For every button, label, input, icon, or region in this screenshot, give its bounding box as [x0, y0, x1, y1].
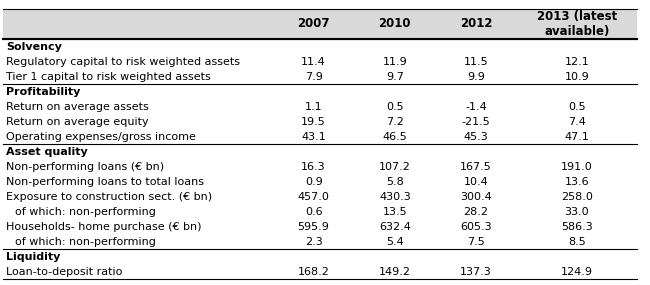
Text: 10.9: 10.9 [564, 72, 590, 82]
Text: 12.1: 12.1 [564, 57, 590, 67]
Text: 605.3: 605.3 [460, 222, 492, 232]
Text: 1.1: 1.1 [305, 102, 322, 112]
Text: 2.3: 2.3 [305, 237, 322, 247]
Text: -1.4: -1.4 [465, 102, 487, 112]
Text: 9.7: 9.7 [386, 72, 404, 82]
Text: Households- home purchase (€ bn): Households- home purchase (€ bn) [6, 222, 202, 232]
Text: 632.4: 632.4 [379, 222, 411, 232]
Text: 10.4: 10.4 [463, 177, 489, 187]
Text: 149.2: 149.2 [379, 267, 411, 277]
Text: 19.5: 19.5 [301, 117, 326, 127]
Text: 5.8: 5.8 [386, 177, 404, 187]
Text: Non-performing loans (€ bn): Non-performing loans (€ bn) [6, 162, 164, 172]
Text: 2010: 2010 [378, 17, 411, 30]
Text: 258.0: 258.0 [561, 192, 593, 202]
Text: 13.5: 13.5 [383, 207, 407, 217]
Text: 457.0: 457.0 [298, 192, 330, 202]
Text: 9.9: 9.9 [467, 72, 485, 82]
Text: 13.6: 13.6 [565, 177, 589, 187]
Text: 0.5: 0.5 [386, 102, 404, 112]
Text: 2013 (latest
available): 2013 (latest available) [537, 10, 617, 38]
Text: 33.0: 33.0 [565, 207, 589, 217]
Text: 0.6: 0.6 [305, 207, 322, 217]
Text: 43.1: 43.1 [301, 132, 326, 142]
Text: 2012: 2012 [460, 17, 493, 30]
Text: Return on average assets: Return on average assets [6, 102, 149, 112]
Text: 7.2: 7.2 [386, 117, 404, 127]
Text: of which: non-performing: of which: non-performing [15, 207, 156, 217]
Text: 137.3: 137.3 [460, 267, 492, 277]
Text: 586.3: 586.3 [561, 222, 593, 232]
Text: 16.3: 16.3 [302, 162, 326, 172]
Text: 430.3: 430.3 [379, 192, 411, 202]
Text: 300.4: 300.4 [460, 192, 492, 202]
Text: 124.9: 124.9 [561, 267, 593, 277]
Text: 7.4: 7.4 [568, 117, 586, 127]
Text: Tier 1 capital to risk weighted assets: Tier 1 capital to risk weighted assets [6, 72, 211, 82]
Text: Operating expenses/gross income: Operating expenses/gross income [6, 132, 196, 142]
Text: 168.2: 168.2 [298, 267, 330, 277]
Text: of which: non-performing: of which: non-performing [15, 237, 156, 247]
Text: 0.9: 0.9 [305, 177, 322, 187]
Text: 8.5: 8.5 [568, 237, 586, 247]
Text: Non-performing loans to total loans: Non-performing loans to total loans [6, 177, 204, 187]
Text: 47.1: 47.1 [564, 132, 590, 142]
Text: Return on average equity: Return on average equity [6, 117, 148, 127]
Text: 0.5: 0.5 [568, 102, 586, 112]
Text: 7.9: 7.9 [305, 72, 322, 82]
Text: 45.3: 45.3 [463, 132, 489, 142]
Text: 28.2: 28.2 [463, 207, 489, 217]
Text: 167.5: 167.5 [460, 162, 492, 172]
Text: Loan-to-deposit ratio: Loan-to-deposit ratio [6, 267, 122, 277]
Text: 11.5: 11.5 [464, 57, 488, 67]
Text: 7.5: 7.5 [467, 237, 485, 247]
Text: Regulatory capital to risk weighted assets: Regulatory capital to risk weighted asse… [6, 57, 240, 67]
Text: -21.5: -21.5 [462, 117, 491, 127]
Text: 2007: 2007 [298, 17, 330, 30]
Text: Asset quality: Asset quality [6, 147, 88, 157]
Text: 5.4: 5.4 [386, 237, 404, 247]
Text: 11.9: 11.9 [382, 57, 408, 67]
Text: 11.4: 11.4 [301, 57, 326, 67]
Text: 595.9: 595.9 [298, 222, 330, 232]
Text: 107.2: 107.2 [379, 162, 411, 172]
Text: Liquidity: Liquidity [6, 252, 60, 262]
Text: 46.5: 46.5 [382, 132, 408, 142]
Text: Profitability: Profitability [6, 87, 80, 97]
Text: Solvency: Solvency [6, 42, 62, 52]
Text: Exposure to construction sect. (€ bn): Exposure to construction sect. (€ bn) [6, 192, 212, 202]
Text: 191.0: 191.0 [561, 162, 593, 172]
